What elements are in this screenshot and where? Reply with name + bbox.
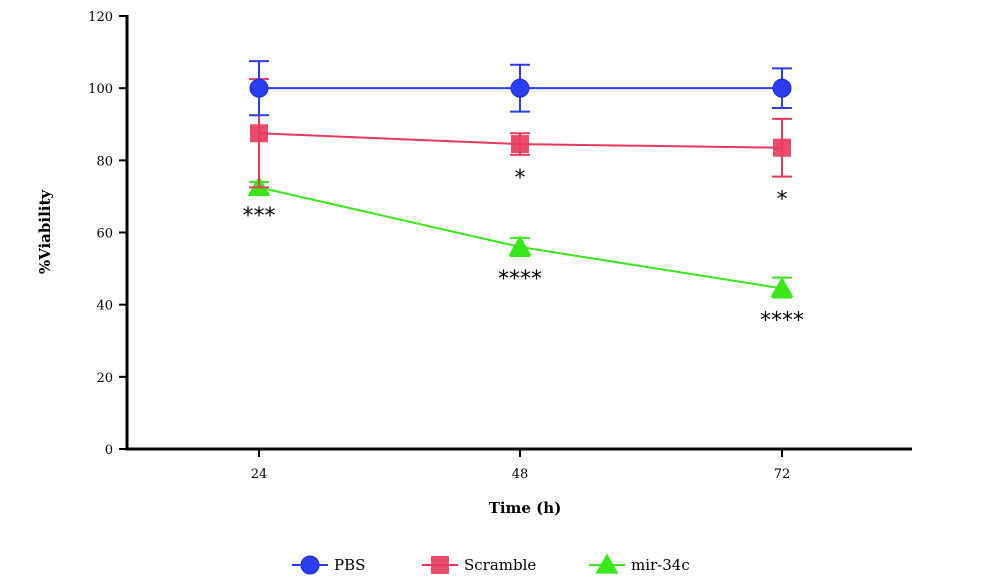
legend-marker [431,556,449,574]
significance-label: * [777,188,788,213]
significance-label: **** [498,267,542,292]
y-tick-label: 40 [96,299,113,314]
legend-item: Scramble [422,556,536,574]
legend-item: PBS [292,555,365,575]
series-pbs [249,60,792,117]
data-point [773,138,791,157]
data-point [508,235,532,256]
data-point [510,78,530,98]
significance-label: **** [760,308,804,333]
y-axis-title: %Viability [36,189,54,275]
significance-label: * [515,166,526,191]
significance-label: *** [243,204,276,229]
significance-annotations: ************* [243,166,805,334]
series-mir-34c [247,175,794,299]
x-axis-ticks: 24 48 72 [251,449,791,482]
data-point [772,78,792,98]
x-tick-label: 72 [774,467,791,482]
legend-label: Scramble [464,556,536,574]
y-tick-label: 80 [96,154,113,169]
series-layer [247,60,794,299]
data-point [250,124,268,143]
legend-marker [300,555,320,575]
legend-item: mir-34c [589,553,690,574]
data-point [249,78,269,98]
legend: PBS Scramble mir-34c [292,553,690,575]
x-tick-label: 48 [512,467,529,482]
y-axis-ticks: 0 20 40 60 80 100 120 [88,10,127,458]
x-axis-title: Time (h) [489,499,562,517]
data-point [511,135,529,154]
y-tick-label: 0 [105,443,113,458]
legend-label: mir-34c [631,556,690,574]
y-tick-label: 20 [96,371,113,386]
legend-label: PBS [334,556,365,574]
legend-marker [595,553,619,574]
y-tick-label: 100 [88,82,113,97]
y-tick-label: 60 [96,227,113,242]
x-tick-label: 24 [251,467,268,482]
y-tick-label: 120 [88,10,113,25]
data-point [770,276,794,298]
